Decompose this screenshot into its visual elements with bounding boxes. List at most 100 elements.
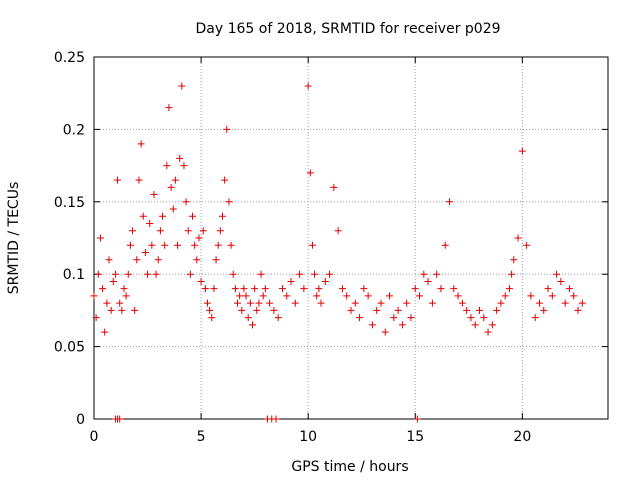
data-point [227,241,235,249]
data-point [248,321,256,329]
data-point [236,292,244,300]
data-point [463,306,471,314]
data-point [274,314,282,322]
data-point [484,328,492,336]
data-point [148,241,156,249]
data-point [109,277,117,285]
data-point [159,212,167,220]
data-point [152,270,160,278]
data-point [231,285,239,293]
data-point [259,292,267,300]
data-point [133,256,141,264]
data-point [111,270,119,278]
data-point [146,220,154,228]
data-point [96,234,104,242]
data-point [171,176,179,184]
data-point [347,306,355,314]
data-point [540,306,548,314]
data-point [497,299,505,307]
data-point [493,306,501,314]
y-axis-label: SRMTID / TECUs [6,182,22,295]
data-point [441,241,449,249]
chart-title: Day 165 of 2018, SRMTID for receiver p02… [195,21,500,37]
data-point [122,292,130,300]
data-point [523,241,531,249]
data-point [178,82,186,90]
data-point [255,299,263,307]
data-point [137,140,145,148]
data-point [216,227,224,235]
data-point [154,256,162,264]
data-point [219,212,226,220]
data-point [186,270,194,278]
data-point [191,241,199,249]
data-point [306,169,314,177]
data-point [488,321,496,329]
plot-frame [93,56,609,420]
data-point [411,285,419,293]
data-point [373,306,381,314]
data-point [257,270,265,278]
data-point [450,285,458,293]
data-point [527,292,535,300]
data-point [356,314,364,322]
x-tick-label: 10 [299,429,317,445]
data-point [169,205,177,213]
data-point [174,241,182,249]
axis-ticks: 0 0.05 0.1 0.15 0.2 0.25 0 5 10 15 20 [54,50,608,445]
data-point [223,125,231,133]
y-tick-label: 0.15 [54,195,85,211]
data-point [424,277,432,285]
data-point [253,306,261,314]
y-tick-label: 0.05 [54,340,85,356]
y-tick-label: 0.25 [54,50,85,66]
data-point [398,321,406,329]
data-point [107,306,115,314]
data-point [296,270,304,278]
data-point [233,299,241,307]
data-point [300,285,308,293]
data-point [206,306,214,314]
data-point [454,292,462,300]
data-point [476,306,483,314]
data-point [458,299,466,307]
y-tick-label: 0 [76,412,85,428]
data-point [518,147,526,155]
data-point [156,227,164,235]
data-point [570,292,578,300]
data-point [514,234,522,242]
x-tick-label: 15 [406,429,424,445]
data-point [189,212,197,220]
data-point [433,270,441,278]
data-point [270,306,278,314]
data-point [167,183,175,191]
data-point [94,270,102,278]
data-point [141,248,149,256]
data-point [212,256,220,264]
y-tick-label: 0.1 [63,267,85,283]
data-point [278,285,286,293]
data-point [238,306,246,314]
data-point [135,176,143,184]
data-point [204,299,212,307]
data-point [381,328,389,336]
data-point [139,212,147,220]
data-point [150,191,158,199]
data-point [124,270,132,278]
data-point [182,198,190,206]
data-point [420,270,428,278]
data-point [565,285,573,293]
data-point [315,285,323,293]
data-point [214,241,222,249]
data-point [553,270,561,278]
data-point [416,292,424,300]
data-point [287,277,295,285]
data-point [413,415,421,423]
data-point [321,277,329,285]
data-point [126,241,134,249]
data-point [90,292,98,300]
data-point [193,256,201,264]
data-point [480,314,488,322]
data-point [99,285,107,293]
